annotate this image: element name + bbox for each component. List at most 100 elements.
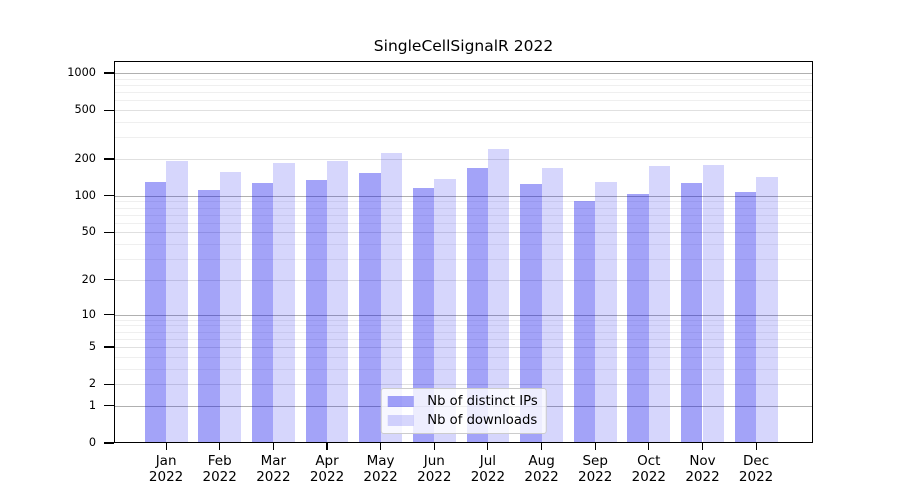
x-tick-mark [648, 443, 650, 450]
gridline [114, 314, 813, 316]
gridline [114, 73, 813, 74]
y-tick-mark [104, 383, 114, 385]
bar [487, 148, 510, 443]
gridline [114, 356, 813, 358]
y-tick-mark [104, 109, 114, 111]
y-tick-mark [104, 314, 114, 316]
x-tick-year: 2022 [524, 468, 559, 485]
x-tick-year: 2022 [148, 468, 184, 485]
x-tick-label: Jan 2022 [124, 453, 208, 485]
bar [166, 160, 188, 443]
bar [573, 201, 596, 443]
legend: Nb of distinct IPs Nb of downloads [380, 388, 547, 434]
chart-title: SingleCellSignalR 2022 [373, 37, 554, 55]
x-tick-month: Apr [315, 453, 339, 469]
gridline [114, 195, 813, 197]
bar [434, 178, 456, 443]
y-tick-label: 1000 [67, 66, 96, 79]
y-tick-mark [104, 231, 114, 233]
legend-label: Nb of downloads [427, 413, 538, 428]
gridline [114, 84, 813, 86]
bar [734, 192, 757, 443]
x-tick-mark [219, 443, 221, 450]
gridline [114, 347, 813, 348]
x-tick-mark [541, 443, 543, 450]
bar [541, 167, 564, 443]
x-tick-mark [487, 443, 489, 450]
x-tick-year: 2022 [256, 468, 291, 485]
x-tick-label: Jun 2022 [392, 453, 476, 485]
y-tick-label: 20 [81, 272, 96, 286]
x-tick-label: May 2022 [339, 453, 423, 485]
gridline [114, 232, 813, 234]
bar [305, 179, 328, 443]
x-tick-label: Dec 2022 [714, 453, 798, 485]
x-tick-label: Aug 2022 [500, 453, 584, 485]
x-tick-label: Oct 2022 [607, 453, 691, 485]
x-tick-mark [701, 443, 704, 450]
bar [327, 160, 349, 443]
plot-area: Nb of distinct IPs Nb of downloads [114, 61, 813, 443]
y-tick-label: 10 [81, 307, 96, 321]
gridline [114, 78, 813, 80]
x-tick-month: Jan [155, 453, 177, 469]
y-tick-label: 2 [88, 377, 96, 391]
y-tick-label: 5 [88, 340, 96, 353]
bar [466, 168, 488, 443]
gridline [114, 201, 813, 203]
y-tick-mark [104, 405, 114, 407]
x-tick-mark [433, 443, 435, 450]
legend-entry: Nb of distinct IPs [387, 393, 538, 410]
x-tick-label: Jul 2022 [446, 453, 530, 485]
gridline [114, 325, 813, 327]
x-tick-year: 2022 [631, 468, 666, 485]
x-tick-month: Dec [743, 453, 770, 469]
x-tick-year: 2022 [363, 468, 398, 485]
bar [595, 181, 617, 443]
x-tick-month: Jul [479, 453, 497, 469]
gridline [114, 100, 813, 102]
x-tick-year: 2022 [202, 468, 237, 485]
y-tick-mark [104, 279, 114, 281]
bar [412, 187, 435, 443]
x-tick-month: Sep [582, 453, 608, 469]
y-tick-label: 0 [88, 436, 96, 449]
y-tick-label: 500 [74, 103, 96, 117]
y-tick-label: 50 [81, 225, 96, 239]
x-tick-mark [755, 443, 757, 450]
legend-label: Nb of distinct IPs [427, 394, 538, 409]
y-tick-mark [104, 442, 114, 444]
y-tick-label: 1 [88, 398, 96, 412]
x-tick-label: Sep 2022 [553, 453, 637, 485]
gridline [114, 137, 813, 139]
legend-entry: Nb of downloads [387, 412, 538, 429]
y-tick-label: 200 [74, 152, 96, 165]
gridline [114, 338, 813, 340]
gridline [114, 159, 813, 160]
gridline [114, 222, 813, 224]
bar [681, 182, 703, 443]
bar [627, 194, 649, 443]
gridline [114, 92, 813, 94]
x-tick-month: Feb [207, 453, 232, 469]
x-tick-label: Mar 2022 [231, 453, 315, 485]
x-tick-month: May [366, 453, 395, 469]
x-tick-label: Apr 2022 [285, 453, 369, 485]
x-tick-year: 2022 [470, 468, 506, 485]
x-tick-mark [326, 443, 328, 450]
x-tick-label: Nov 2022 [661, 453, 745, 485]
bar [198, 190, 220, 443]
gridline [114, 214, 813, 216]
x-tick-mark [594, 443, 596, 450]
y-tick-label: 100 [74, 188, 96, 202]
bar [273, 162, 295, 443]
bar [219, 171, 242, 443]
gridline [114, 319, 813, 321]
y-tick-mark [104, 72, 114, 74]
x-tick-year: 2022 [309, 468, 345, 485]
gridline [114, 207, 813, 209]
y-tick-mark [104, 195, 114, 197]
gridline [114, 279, 813, 281]
x-tick-mark [272, 443, 274, 450]
